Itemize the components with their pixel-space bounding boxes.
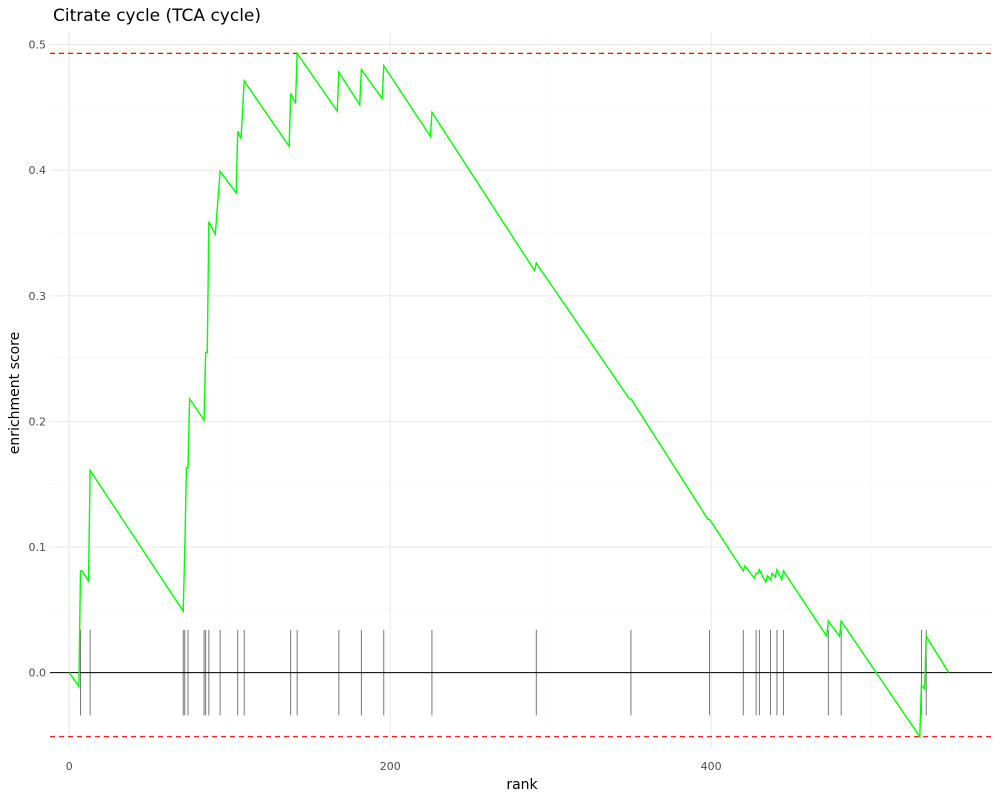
y-tick-label: 0.5 — [29, 39, 47, 52]
y-axis-label: enrichment score — [7, 332, 23, 454]
y-tick-label: 0.0 — [29, 667, 47, 680]
axis-ticks: 0 200 400 0.0 0.1 0.2 0.3 0.4 0.5 — [29, 39, 722, 773]
running-score-line — [68, 51, 950, 739]
x-tick-label: 0 — [66, 760, 73, 773]
y-tick-label: 0.3 — [29, 290, 47, 303]
grid-lines — [50, 32, 992, 748]
x-axis-label: rank — [506, 777, 538, 793]
chart-title: Citrate cycle (TCA cycle) — [53, 6, 261, 26]
running-score-series — [68, 51, 950, 739]
y-tick-label: 0.4 — [29, 164, 47, 177]
x-tick-label: 400 — [701, 760, 722, 773]
x-tick-label: 200 — [380, 760, 401, 773]
y-tick-label: 0.1 — [29, 541, 47, 554]
y-tick-label: 0.2 — [29, 415, 47, 428]
reference-lines — [50, 52, 992, 738]
